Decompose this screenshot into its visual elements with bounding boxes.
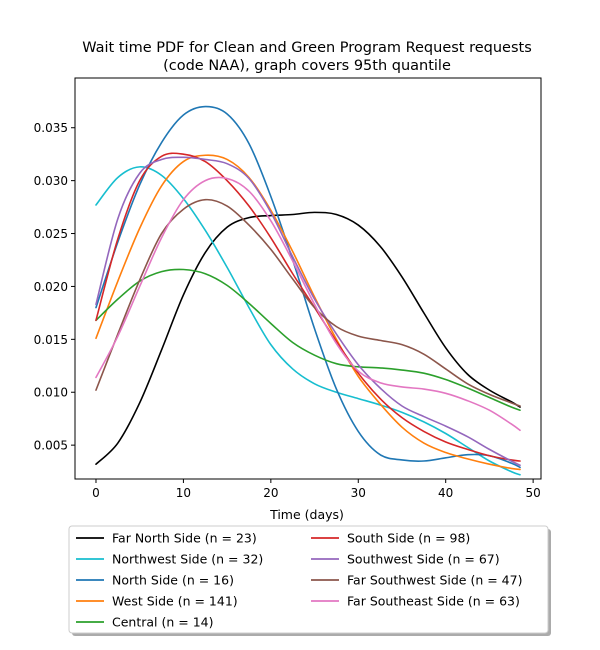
legend-label-0: Far North Side (n = 23) — [112, 531, 257, 546]
series-line-6 — [95, 156, 521, 467]
series-line-8 — [95, 176, 521, 432]
x-axis-ticks: 0 10 20 30 40 50 — [92, 479, 541, 500]
plot-frame — [74, 77, 542, 480]
series-line-0 — [95, 211, 521, 465]
series-lines — [95, 105, 521, 476]
legend: Far North Side (n = 23) Northwest Side (n… — [68, 525, 551, 636]
x-tick-label: 20 — [263, 486, 278, 500]
series-line-3 — [95, 154, 521, 471]
legend-label-3: West Side (n = 141) — [112, 594, 238, 609]
series-line-2 — [95, 105, 521, 469]
legend-label-4: Central (n = 14) — [112, 615, 214, 630]
y-tick-label: 0.035 — [34, 121, 68, 135]
y-tick-label: 0.020 — [34, 280, 68, 294]
legend-label-8: Far Southeast Side (n = 63) — [347, 594, 520, 609]
y-tick-label: 0.015 — [34, 333, 68, 347]
y-tick-label: 0.030 — [34, 174, 68, 188]
x-tick-label: 40 — [438, 486, 453, 500]
y-axis-ticks: 0.005 0.010 0.015 0.020 0.025 0.030 0.035 — [34, 121, 75, 453]
chart-title: Wait time PDF for Clean and Green Progra… — [82, 40, 532, 56]
x-tick-label: 10 — [176, 486, 191, 500]
legend-label-7: Far Southwest Side (n = 47) — [347, 573, 522, 588]
legend-label-1: Northwest Side (n = 32) — [112, 552, 263, 567]
x-tick-label: 50 — [525, 486, 540, 500]
legend-box — [68, 525, 549, 634]
y-tick-label: 0.005 — [34, 439, 68, 453]
x-axis-label: Time (days) — [269, 507, 344, 522]
legend-label-5: South Side (n = 98) — [347, 531, 470, 546]
legend-items: Far North Side (n = 23) Northwest Side (n… — [76, 531, 522, 630]
series-line-4 — [95, 268, 521, 412]
y-tick-label: 0.025 — [34, 227, 68, 241]
y-tick-label: 0.010 — [34, 386, 68, 400]
x-tick-label: 30 — [351, 486, 366, 500]
chart-subtitle: (code NAA), graph covers 95th quantile — [163, 58, 451, 74]
legend-label-6: Southwest Side (n = 67) — [347, 552, 500, 567]
series-line-1 — [95, 166, 521, 476]
x-tick-label: 0 — [92, 486, 100, 500]
legend-label-2: North Side (n = 16) — [112, 573, 234, 588]
